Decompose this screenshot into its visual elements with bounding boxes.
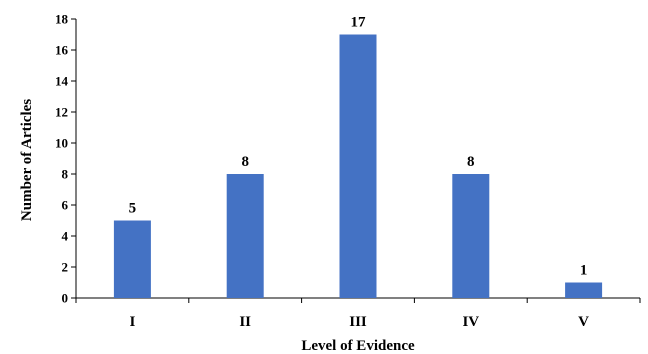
data-labels: 5 8 17 8 1 [129, 15, 588, 279]
bars [113, 34, 603, 298]
bar-iii [339, 34, 377, 298]
x-axis-title: Level of Evidence [301, 338, 415, 354]
y-tick-label: 14 [55, 74, 69, 89]
data-label: 8 [241, 154, 249, 170]
x-tick-label: II [239, 314, 251, 330]
bar-ii [226, 174, 264, 298]
y-tick-label: 12 [55, 105, 68, 120]
bar-i [113, 220, 151, 298]
y-tick-label: 16 [55, 43, 69, 58]
x-tick-label: V [578, 314, 589, 330]
y-axis-title: Number of Articles [19, 99, 35, 221]
data-label: 5 [129, 201, 137, 217]
y-tick-label: 4 [62, 229, 69, 244]
y-tick-label: 0 [62, 291, 69, 306]
y-tick-label: 6 [62, 198, 69, 213]
bar-iv [452, 174, 490, 298]
y-tick-label: 8 [62, 167, 69, 182]
data-label: 8 [467, 154, 475, 170]
y-tick-label: 10 [55, 136, 68, 151]
bar-v [565, 282, 603, 298]
data-label: 1 [580, 263, 588, 279]
data-label: 17 [351, 15, 367, 31]
x-tick-label: IV [462, 314, 479, 330]
y-tick-label: 2 [62, 260, 69, 275]
x-tick-label: III [349, 314, 367, 330]
x-tick-label: I [129, 314, 135, 330]
x-axis: I II III IV V [75, 297, 641, 330]
y-tick-label: 18 [55, 12, 69, 27]
y-axis: 0 2 4 6 8 10 12 14 16 18 [55, 12, 77, 306]
